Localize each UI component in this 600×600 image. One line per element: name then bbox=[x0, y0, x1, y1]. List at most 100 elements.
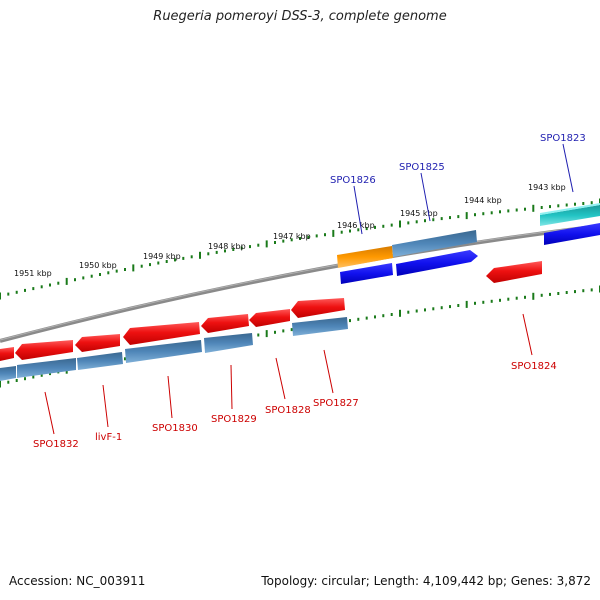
inner-minor-tick bbox=[424, 308, 426, 312]
inner-minor-tick bbox=[390, 313, 393, 316]
inner-minor-tick bbox=[40, 373, 43, 377]
gene-labels: SPO1823 SPO1825 SPO1826 SPO1824 SPO1827 … bbox=[33, 133, 586, 450]
inner-minor-tick bbox=[574, 290, 576, 294]
scale-minor-tick bbox=[432, 218, 435, 222]
scale-minor-tick bbox=[307, 235, 310, 239]
feature-steel-1830[interactable] bbox=[125, 340, 202, 363]
inner-major-tick bbox=[265, 330, 268, 338]
gene-label-spo1824[interactable]: SPO1824 bbox=[511, 361, 557, 372]
scale-major-tick bbox=[132, 264, 135, 272]
feature-edge-red[interactable] bbox=[0, 347, 14, 361]
scale-minor-tick bbox=[24, 288, 26, 292]
inner-minor-tick bbox=[257, 333, 260, 337]
forward-features bbox=[337, 203, 600, 284]
inner-minor-tick bbox=[490, 299, 493, 303]
inner-minor-tick bbox=[24, 377, 26, 381]
scale-major-tick bbox=[0, 292, 1, 300]
scale-minor-tick bbox=[382, 224, 385, 228]
gene-label-spo1827[interactable]: SPO1827 bbox=[313, 398, 359, 409]
feature-spo1828-red[interactable] bbox=[249, 309, 290, 327]
feature-spo1827-red[interactable] bbox=[291, 298, 345, 318]
scale-minor-tick bbox=[40, 285, 43, 289]
feature-forward-blue-bar[interactable] bbox=[544, 223, 600, 245]
scale-minor-tick bbox=[449, 216, 451, 220]
scale-minor-tick bbox=[340, 230, 343, 234]
inner-minor-tick bbox=[457, 304, 460, 307]
scale-minor-tick bbox=[140, 264, 143, 268]
scale-minor-tick bbox=[107, 271, 110, 275]
genome-backbone bbox=[0, 224, 600, 343]
scale-minor-tick bbox=[474, 213, 476, 217]
scale-minor-tick bbox=[282, 239, 285, 243]
feature-spo1826-orange[interactable] bbox=[337, 246, 393, 268]
gene-label-spo1832[interactable]: SPO1832 bbox=[33, 439, 79, 450]
inner-minor-tick bbox=[382, 314, 385, 318]
scale-major-tick bbox=[332, 229, 335, 237]
leader-spo1823 bbox=[562, 143, 574, 193]
inner-minor-tick bbox=[540, 293, 543, 297]
inner-minor-tick bbox=[7, 380, 10, 384]
scale-minor-tick bbox=[315, 234, 318, 238]
scale-minor-tick bbox=[82, 276, 85, 280]
inner-minor-tick bbox=[15, 379, 18, 382]
scale-minor-tick bbox=[574, 202, 576, 206]
gene-label-spo1823[interactable]: SPO1823 bbox=[540, 133, 586, 144]
feature-spo1832-red[interactable] bbox=[15, 340, 73, 360]
genome-backbone-highlight bbox=[0, 224, 600, 341]
scale-minor-tick bbox=[582, 202, 585, 205]
scale-minor-tick bbox=[549, 205, 551, 209]
feature-forward-blue-bar-2[interactable] bbox=[340, 263, 393, 284]
scale-minor-tick bbox=[7, 292, 10, 296]
leader-spo1829 bbox=[230, 364, 233, 410]
scale-minor-tick bbox=[490, 211, 493, 215]
kbp-label-1949: 1949 kbp bbox=[143, 252, 181, 261]
scale-minor-tick bbox=[99, 273, 101, 276]
kbp-label-1946: 1946 kbp bbox=[337, 221, 375, 230]
inner-minor-tick bbox=[32, 375, 35, 379]
leader-spo1828 bbox=[275, 357, 286, 400]
gene-label-spo1830[interactable]: SPO1830 bbox=[152, 423, 198, 434]
inner-minor-tick bbox=[482, 300, 485, 304]
kbp-label-1945: 1945 kbp bbox=[400, 209, 438, 218]
gene-label-spo1828[interactable]: SPO1828 bbox=[265, 405, 311, 416]
scale-major-tick bbox=[199, 251, 201, 259]
gene-label-spo1826[interactable]: SPO1826 bbox=[330, 175, 376, 186]
gene-label-spo1825[interactable]: SPO1825 bbox=[399, 162, 445, 173]
inner-major-tick bbox=[465, 300, 468, 308]
feature-spo1829-red[interactable] bbox=[201, 314, 249, 333]
feature-steel-1827[interactable] bbox=[292, 317, 348, 336]
inner-minor-tick bbox=[565, 291, 568, 294]
feature-spo1825-steel[interactable] bbox=[392, 230, 477, 257]
leader-spo1832 bbox=[44, 391, 55, 435]
kbp-label-1948: 1948 kbp bbox=[208, 242, 246, 251]
inner-minor-tick bbox=[374, 315, 376, 319]
scale-minor-tick bbox=[215, 250, 218, 254]
scale-minor-tick bbox=[240, 246, 243, 250]
feature-forward-blue-arrow[interactable] bbox=[396, 250, 478, 276]
scale-minor-tick bbox=[224, 249, 226, 253]
inner-minor-tick bbox=[274, 330, 276, 334]
kbp-label-1951: 1951 kbp bbox=[14, 269, 52, 278]
feature-steel-livf[interactable] bbox=[77, 352, 123, 370]
feature-spo1830-red[interactable] bbox=[123, 322, 200, 345]
feature-steel-1832[interactable] bbox=[17, 358, 76, 378]
inner-minor-tick bbox=[365, 316, 368, 320]
feature-steel-edge[interactable] bbox=[0, 366, 16, 381]
feature-livf-red[interactable] bbox=[75, 334, 120, 352]
scale-minor-tick bbox=[90, 274, 93, 278]
kbp-label-1943: 1943 kbp bbox=[528, 183, 566, 192]
gene-label-spo1829[interactable]: SPO1829 bbox=[211, 414, 257, 425]
scale-minor-tick bbox=[249, 245, 251, 249]
scale-minor-tick bbox=[324, 233, 326, 237]
gene-label-livf[interactable]: livF-1 bbox=[95, 432, 122, 443]
scale-minor-tick bbox=[174, 258, 176, 262]
feature-spo1824-red[interactable] bbox=[486, 261, 542, 283]
scale-minor-tick bbox=[165, 260, 168, 263]
feature-spo1823-cyan[interactable] bbox=[540, 205, 600, 226]
scale-minor-tick bbox=[115, 269, 118, 273]
scale-minor-tick bbox=[349, 229, 351, 233]
feature-steel-1829[interactable] bbox=[204, 333, 253, 353]
scale-minor-tick bbox=[440, 217, 443, 221]
